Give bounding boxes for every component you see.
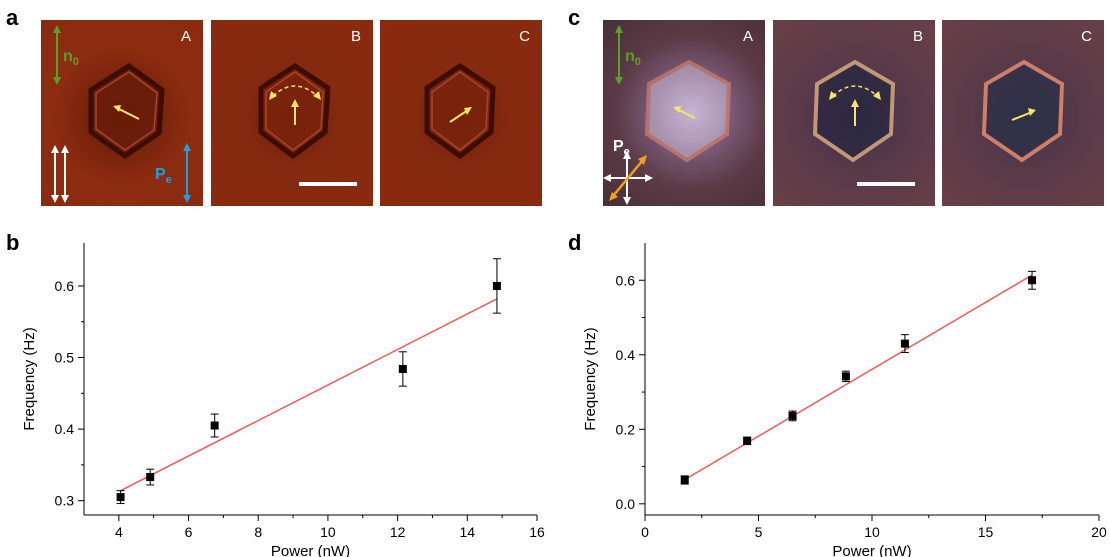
director-label: n0 xyxy=(63,48,79,69)
panel-label-b: b xyxy=(6,230,20,255)
data-point xyxy=(210,421,219,430)
x-tick-label: 6 xyxy=(185,524,193,540)
x-tick-label: 4 xyxy=(115,524,123,540)
micrograph-c-B-drawing xyxy=(812,59,915,186)
data-point xyxy=(492,281,501,290)
panel-label-a: a xyxy=(6,5,19,30)
x-tick-label: 5 xyxy=(755,524,763,540)
data-point xyxy=(398,364,407,373)
y-tick-label: 0.2 xyxy=(616,421,636,437)
panel-label-d: d xyxy=(568,230,582,255)
y-axis-title: Frequency (Hz) xyxy=(21,327,38,430)
y-tick-label: 0.6 xyxy=(55,278,75,294)
y-axis-title: Frequency (Hz) xyxy=(582,327,599,430)
y-tick-label: 0.4 xyxy=(55,421,75,437)
x-axis-title: Power (nW) xyxy=(271,543,350,557)
x-tick-label: 14 xyxy=(460,524,476,540)
micrograph-a-A: n0 Pe A xyxy=(41,20,203,206)
sublabel-A: A xyxy=(742,28,753,45)
micrograph-a-A-drawing xyxy=(51,25,191,203)
data-point xyxy=(841,372,850,381)
sublabel-B: B xyxy=(350,28,361,45)
data-point xyxy=(680,475,689,484)
sublabel-C: C xyxy=(519,28,530,45)
micrograph-c-A: n0 Pe A xyxy=(603,20,765,206)
x-tick-label: 16 xyxy=(529,524,545,540)
x-axis-title: Power (nW) xyxy=(832,543,911,557)
data-point xyxy=(743,436,752,445)
panel-label-c: c xyxy=(568,5,581,30)
data-point xyxy=(900,339,909,348)
y-tick-label: 0.3 xyxy=(55,493,75,509)
micrograph-a-C: C xyxy=(380,20,542,206)
x-tick-label: 10 xyxy=(320,524,336,540)
micrograph-a-C-drawing xyxy=(424,62,496,160)
chart-b: 4 6 8 10 12 14 16 0.3 0.4 0.5 0.6 Power (nW) Frequen… xyxy=(21,243,545,557)
data-point xyxy=(788,411,797,420)
y-tick-label: 0.0 xyxy=(616,496,636,512)
fit-line xyxy=(684,274,1033,481)
sublabel-B: B xyxy=(912,28,923,45)
micrograph-c-C-drawing xyxy=(981,59,1065,163)
micrograph-a-B-drawing xyxy=(258,63,357,186)
sublabel-A: A xyxy=(180,28,191,45)
y-tick-label: 0.5 xyxy=(55,350,75,366)
y-tick-label: 0.4 xyxy=(616,347,636,363)
micrograph-c-A-drawing xyxy=(603,25,732,205)
fit-line xyxy=(120,298,498,492)
y-tick-label: 0.6 xyxy=(616,272,636,288)
x-tick-label: 20 xyxy=(1091,524,1107,540)
micrograph-c-B: B xyxy=(773,20,935,206)
polarization-label: Pe xyxy=(613,138,630,159)
x-tick-label: 0 xyxy=(641,524,649,540)
data-point xyxy=(116,493,125,502)
micrograph-a-B: B xyxy=(211,20,373,206)
data-point xyxy=(1028,276,1037,285)
polarization-label: Pe xyxy=(155,166,172,187)
x-tick-label: 15 xyxy=(978,524,994,540)
x-tick-label: 10 xyxy=(864,524,880,540)
sublabel-C: C xyxy=(1081,28,1092,45)
data-point xyxy=(146,473,155,482)
x-tick-label: 8 xyxy=(254,524,262,540)
director-label: n0 xyxy=(625,48,641,69)
x-tick-label: 12 xyxy=(390,524,406,540)
chart-d: 0 5 10 15 20 0.0 0.2 0.4 0.6 Power (nW) Frequency … xyxy=(582,243,1107,557)
micrograph-c-C: C xyxy=(942,20,1104,206)
